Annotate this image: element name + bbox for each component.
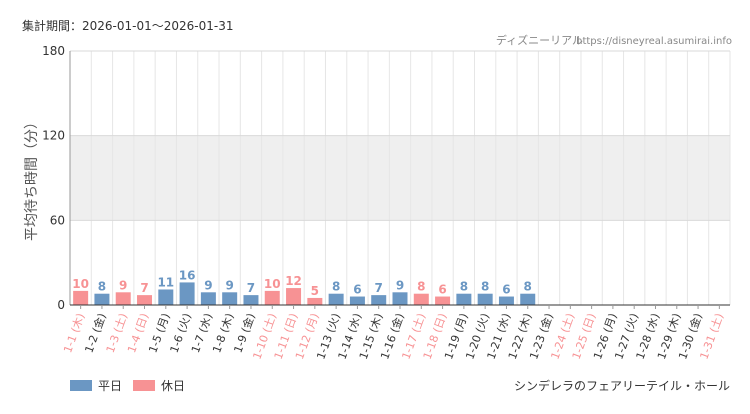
bar-value-label: 9	[225, 278, 233, 292]
bar[interactable]	[179, 282, 195, 305]
bar-value-label: 8	[481, 280, 489, 294]
bar[interactable]	[307, 297, 323, 305]
legend-label-holiday: 休日	[161, 379, 185, 393]
bar-value-label: 7	[375, 281, 383, 295]
y-tick-label: 0	[57, 298, 65, 312]
bar[interactable]	[73, 290, 89, 305]
bar-value-label: 10	[72, 277, 89, 291]
y-tick-label: 120	[42, 129, 65, 143]
bar-value-label: 8	[460, 280, 468, 294]
bar[interactable]	[286, 288, 302, 305]
shaded-band-layer	[70, 135, 730, 221]
legend: 平日 休日	[70, 379, 185, 393]
legend-swatch-holiday	[133, 380, 155, 391]
bar-value-label: 9	[119, 278, 127, 292]
y-tick-label: 180	[42, 44, 65, 58]
bar-value-label: 9	[396, 278, 404, 292]
bar[interactable]	[413, 293, 429, 305]
y-axis-title: 平均待ち時間（分）	[24, 115, 40, 241]
attraction-name: シンデレラのフェアリーテイル・ホール	[514, 378, 730, 393]
x-tick-labels-layer: 1-1 (木)1-2 (金)1-3 (土)1-4 (日)1-5 (月)1-6 (…	[61, 311, 726, 361]
site-name-link[interactable]: ディズニーリアル	[496, 33, 583, 47]
bar[interactable]	[264, 290, 280, 305]
bar[interactable]	[435, 296, 451, 305]
bar-value-label: 16	[179, 268, 196, 282]
bar-value-label: 9	[204, 278, 212, 292]
site-url-link[interactable]: https://disneyreal.asumirai.info	[576, 36, 732, 47]
bar[interactable]	[158, 289, 174, 305]
axes-layer	[69, 51, 730, 309]
y-tick-labels-layer: 0 60 120 180	[42, 44, 65, 312]
bar[interactable]	[222, 292, 238, 305]
bar[interactable]	[371, 295, 387, 305]
bar-value-label: 5	[311, 284, 319, 298]
y-tick-label: 60	[50, 213, 65, 227]
bar-value-label: 6	[502, 283, 510, 297]
bars-layer	[73, 282, 536, 305]
bar[interactable]	[520, 293, 536, 305]
bar-value-label: 11	[157, 275, 174, 289]
bar[interactable]	[328, 293, 344, 305]
bar[interactable]	[94, 293, 110, 305]
bar-value-label: 10	[264, 277, 281, 291]
bar-value-label: 8	[417, 280, 425, 294]
bar-value-label: 6	[353, 283, 361, 297]
bar[interactable]	[137, 295, 153, 305]
bar[interactable]	[392, 292, 408, 305]
bar[interactable]	[477, 293, 493, 305]
bar[interactable]	[456, 293, 472, 305]
grid-layer	[69, 50, 731, 306]
bar-value-label: 12	[285, 274, 302, 288]
legend-swatch-weekday	[70, 380, 92, 391]
bar[interactable]	[115, 292, 131, 305]
bar-value-label: 7	[247, 281, 255, 295]
bar[interactable]	[243, 295, 259, 305]
bar-value-label: 8	[98, 280, 106, 294]
bar-value-label: 6	[438, 283, 446, 297]
legend-label-weekday: 平日	[98, 379, 122, 393]
bar[interactable]	[200, 292, 216, 305]
bar[interactable]	[498, 296, 514, 305]
bar-value-label: 8	[524, 280, 532, 294]
bar-value-label: 7	[140, 281, 148, 295]
bar-value-label: 8	[332, 280, 340, 294]
shaded-band	[70, 135, 730, 221]
period-label: 集計期間：2026-01-01〜2026-01-31	[22, 18, 233, 33]
bar[interactable]	[349, 296, 365, 305]
